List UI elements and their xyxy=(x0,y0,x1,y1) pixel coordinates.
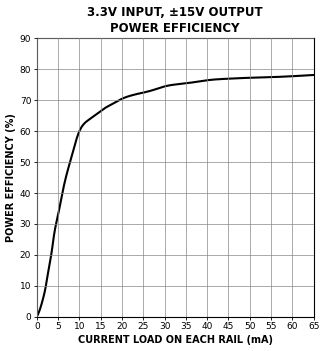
Title: 3.3V INPUT, ±15V OUTPUT
POWER EFFICIENCY: 3.3V INPUT, ±15V OUTPUT POWER EFFICIENCY xyxy=(87,6,263,34)
X-axis label: CURRENT LOAD ON EACH RAIL (mA): CURRENT LOAD ON EACH RAIL (mA) xyxy=(78,336,273,345)
Y-axis label: POWER EFFICIENCY (%): POWER EFFICIENCY (%) xyxy=(6,113,16,242)
